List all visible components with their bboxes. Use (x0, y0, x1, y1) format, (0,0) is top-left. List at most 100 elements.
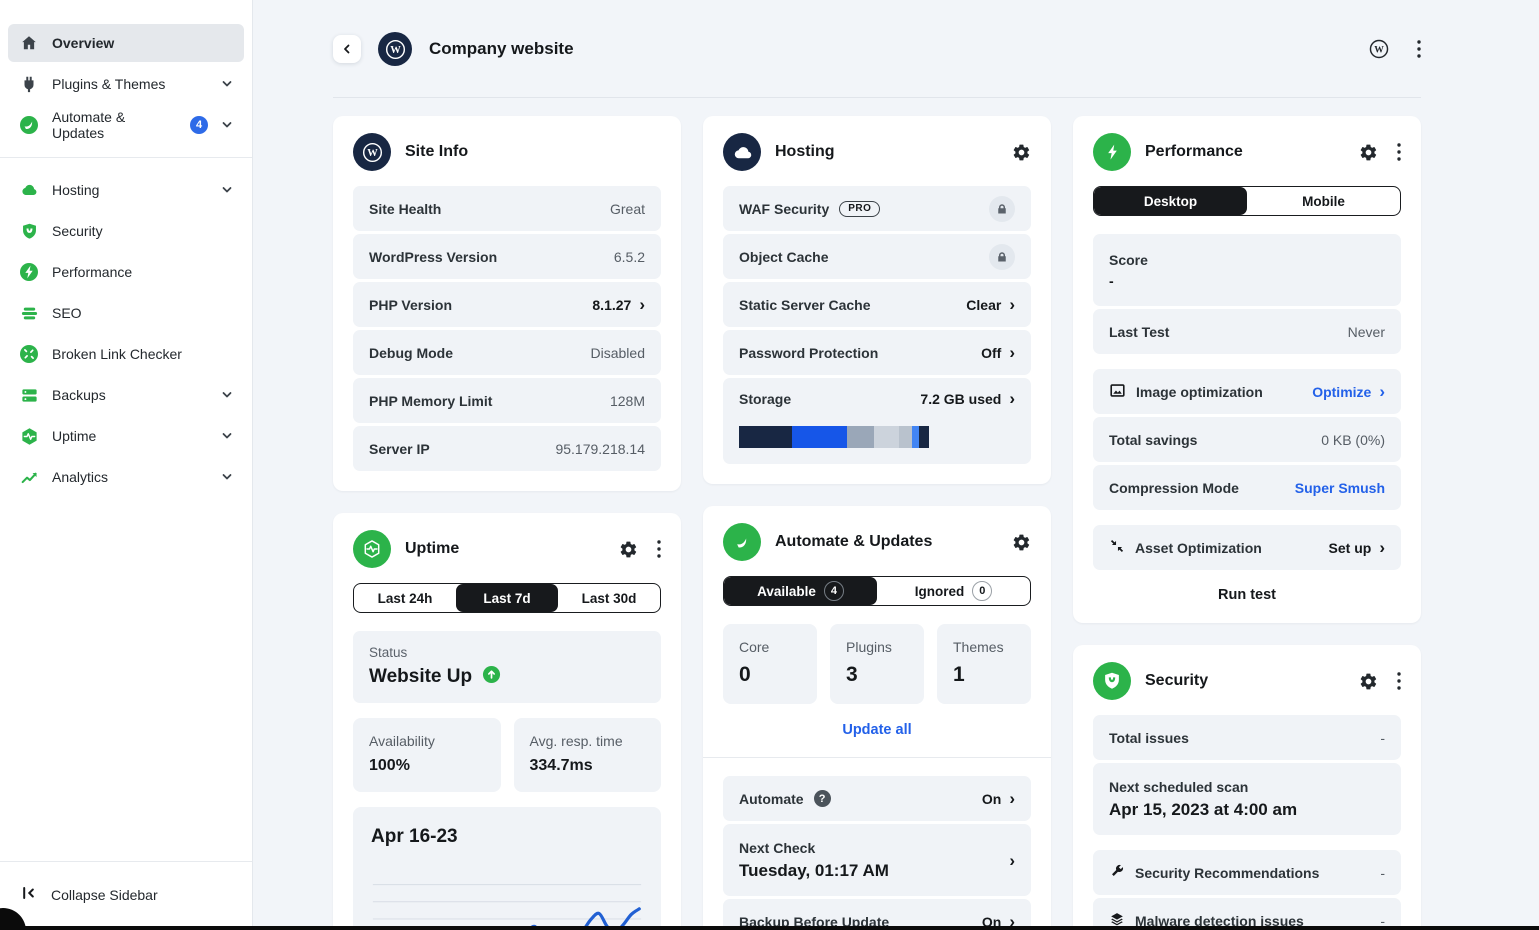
chevron-right-icon (1009, 344, 1015, 361)
wordpress-icon: W (353, 133, 391, 171)
main-area: W Company website W W Site Info (253, 0, 1539, 930)
next-check-row[interactable]: Next Check Tuesday, 01:17 AM (723, 824, 1031, 896)
uptime-chart: Apr 16-23 (353, 807, 661, 930)
collapse-icon (21, 885, 37, 904)
availability-stat: Availability 100% (353, 718, 501, 792)
chevron-right-icon (1009, 852, 1015, 869)
php-version-row[interactable]: PHP Version 8.1.27 (353, 282, 661, 327)
storage-segment (911, 426, 920, 448)
sidebar-item-plugins-themes[interactable]: Plugins & Themes (8, 65, 244, 103)
sidebar-item-hosting[interactable]: Hosting (8, 171, 244, 209)
performance-icon (1093, 133, 1131, 171)
kebab-menu-icon[interactable] (1397, 672, 1401, 690)
automate-row[interactable]: Automate On (723, 776, 1031, 821)
gear-icon[interactable] (1012, 533, 1031, 552)
chevron-right-icon (1009, 390, 1015, 407)
chevron-down-icon (221, 119, 233, 131)
page-title: Company website (429, 39, 574, 58)
card-title: Performance (1145, 143, 1243, 160)
backup-before-update-row[interactable]: Backup Before Update On (723, 899, 1031, 930)
password-protection-row[interactable]: Password Protection Off (723, 330, 1031, 375)
tab-available[interactable]: Available 4 (724, 577, 877, 605)
security-card: Security Total issues - (1073, 645, 1421, 930)
card-title: Hosting (775, 143, 835, 160)
card-title: Security (1145, 672, 1209, 689)
tab-mobile[interactable]: Mobile (1302, 193, 1345, 209)
sidebar-item-label: Uptime (52, 428, 97, 444)
pro-badge: PRO (839, 200, 881, 217)
collapse-sidebar-label: Collapse Sidebar (51, 886, 158, 903)
asset-optimization-row[interactable]: Asset Optimization Set up (1093, 525, 1401, 570)
security-recommendations-row[interactable]: Security Recommendations - (1093, 850, 1401, 895)
object-cache-row[interactable]: Object Cache (723, 234, 1031, 279)
updates-count-badge: 4 (190, 116, 208, 134)
core-updates-stat: Core 0 (723, 624, 817, 704)
static-server-cache-row[interactable]: Static Server Cache Clear (723, 282, 1031, 327)
run-test-button[interactable]: Run test (1218, 587, 1276, 603)
card-divider (703, 757, 1051, 758)
updates-filter-toggle: Available 4 Ignored 0 (723, 576, 1031, 606)
sidebar-item-uptime[interactable]: Uptime (8, 417, 244, 455)
plugin-updates-stat: Plugins 3 (830, 624, 924, 704)
avg-response-time-stat: Avg. resp. time 334.7ms (513, 718, 661, 792)
storage-segment (898, 426, 912, 448)
wordpress-version-row: WordPress Version 6.5.2 (353, 234, 661, 279)
waf-security-row[interactable]: WAF Security PRO (723, 186, 1031, 231)
cloud-icon (723, 133, 761, 171)
sidebar-item-backups[interactable]: Backups (8, 376, 244, 414)
uptime-status-row: Status Website Up (353, 631, 661, 703)
image-optimization-row[interactable]: Image optimization Optimize (1093, 369, 1401, 414)
shield-icon (19, 222, 39, 241)
site-health-row: Site Health Great (353, 186, 661, 231)
sidebar-item-label: Hosting (52, 182, 100, 198)
gear-icon[interactable] (1359, 672, 1378, 691)
storage-segment (873, 426, 899, 448)
sidebar-item-label: SEO (52, 305, 82, 321)
uptime-range-toggle: Last 24h Last 7d Last 30d (353, 583, 661, 613)
available-count-badge: 4 (823, 581, 844, 601)
kebab-menu-icon[interactable] (657, 540, 661, 558)
plug-icon (19, 75, 39, 93)
kebab-menu-icon[interactable] (1417, 40, 1421, 58)
sidebar-item-broken-link-checker[interactable]: Broken Link Checker (8, 335, 244, 373)
wordpress-admin-icon[interactable]: W (1368, 38, 1390, 60)
wordpress-site-avatar: W (378, 32, 412, 66)
update-all-link[interactable]: Update all (842, 722, 912, 738)
gear-icon[interactable] (1012, 143, 1031, 162)
collapse-sidebar-button[interactable]: Collapse Sidebar (0, 861, 252, 930)
sidebar-item-seo[interactable]: SEO (8, 294, 244, 332)
compression-mode-row[interactable]: Compression Mode Super Smush (1093, 465, 1401, 510)
gear-icon[interactable] (1359, 143, 1378, 162)
chevron-right-icon (639, 296, 645, 313)
tab-desktop[interactable]: Desktop (1094, 187, 1247, 215)
sidebar-item-label: Automate & Updates (52, 109, 126, 141)
card-title: Automate & Updates (775, 533, 933, 550)
kebab-menu-icon[interactable] (1397, 143, 1401, 161)
malware-detection-row[interactable]: Malware detection issues - (1093, 898, 1401, 930)
svg-text:W: W (390, 45, 401, 56)
uptime-chart-svg (372, 884, 642, 930)
gear-icon[interactable] (619, 540, 638, 559)
total-savings-row: Total savings 0 KB (0%) (1093, 417, 1401, 462)
sidebar-item-automate-updates[interactable]: Automate & Updates 4 (8, 106, 244, 144)
storage-row[interactable]: Storage 7.2 GB used (723, 378, 1031, 464)
sidebar-item-overview[interactable]: Overview (8, 24, 244, 62)
storage-segment (792, 426, 848, 448)
uptime-card: Uptime Last 24h Last 7d Last 30d (333, 513, 681, 930)
sidebar-item-security[interactable]: Security (8, 212, 244, 250)
tab-last-30d[interactable]: Last 30d (581, 590, 637, 606)
back-button[interactable] (333, 35, 361, 63)
php-memory-limit-row: PHP Memory Limit 128M (353, 378, 661, 423)
sidebar-item-analytics[interactable]: Analytics (8, 458, 244, 496)
device-toggle: Desktop Mobile (1093, 186, 1401, 216)
card-title: Site Info (405, 143, 469, 160)
tab-last-24h[interactable]: Last 24h (377, 590, 433, 606)
tab-ignored[interactable]: Ignored 0 (877, 577, 1030, 605)
tab-last-7d[interactable]: Last 7d (456, 584, 558, 612)
ignored-count-badge: 0 (972, 581, 993, 601)
storage-segment (847, 426, 874, 448)
chevron-down-icon (221, 471, 233, 483)
sidebar-item-performance[interactable]: Performance (8, 253, 244, 291)
performance-card: Performance Desktop Mobile (1073, 116, 1421, 623)
sidebar-item-label: Analytics (52, 469, 109, 485)
